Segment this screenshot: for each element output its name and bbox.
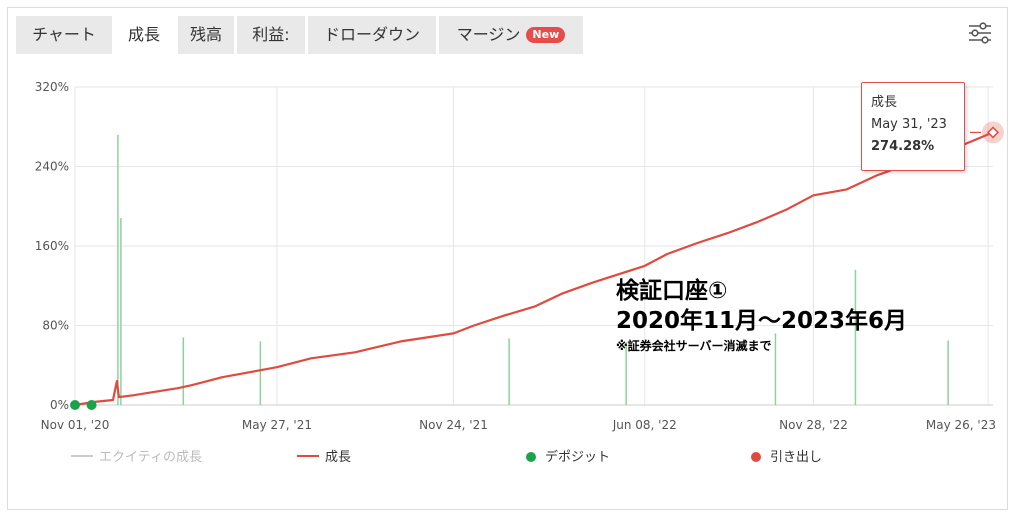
tab-margin[interactable]: マージン New bbox=[439, 16, 583, 54]
y-tick-label: 160% bbox=[35, 239, 69, 253]
legend-line-icon bbox=[71, 455, 93, 457]
legend-label: デポジット bbox=[545, 450, 611, 465]
y-tick-label: 240% bbox=[35, 160, 69, 174]
x-tick-label: May 27, '21 bbox=[242, 418, 312, 432]
tab-chart[interactable]: チャート bbox=[16, 16, 112, 54]
y-tick-label: 320% bbox=[35, 80, 69, 94]
new-badge: New bbox=[526, 27, 566, 43]
annotation-title: 検証口座① bbox=[616, 278, 728, 304]
legend-dot-icon bbox=[526, 452, 536, 462]
tab-drawdown[interactable]: ドローダウン bbox=[308, 16, 436, 54]
legend-label: 引き出し bbox=[770, 450, 823, 465]
tooltip-date: May 31, '23 bbox=[871, 117, 947, 132]
deposit-marker[interactable] bbox=[86, 400, 97, 410]
tooltip: 成長 May 31, '23 274.28% bbox=[861, 82, 965, 171]
legend-dot-icon bbox=[751, 452, 761, 462]
legend-equity-growth[interactable]: エクイティの成長 bbox=[71, 446, 202, 465]
tooltip-title: 成長 bbox=[871, 95, 898, 110]
chart-panel: チャート 成長 残高 利益: ドローダウン マージン New bbox=[7, 7, 1008, 510]
x-tick-label: Nov 24, '21 bbox=[419, 418, 488, 432]
legend-growth[interactable]: 成長 bbox=[297, 446, 352, 465]
legend-withdrawal[interactable]: 引き出し bbox=[751, 446, 823, 465]
annotation-note: ※証券会社サーバー消滅まで bbox=[616, 339, 772, 353]
tab-growth[interactable]: 成長 bbox=[112, 16, 176, 54]
tab-bar: チャート 成長 残高 利益: ドローダウン マージン New bbox=[8, 8, 1007, 54]
tooltip-value: 274.28% bbox=[871, 139, 935, 154]
legend-label: エクイティの成長 bbox=[99, 450, 202, 465]
growth-line bbox=[74, 131, 994, 407]
legend-label: 成長 bbox=[325, 450, 352, 465]
tab-margin-label: マージン bbox=[456, 25, 521, 44]
tab-balance[interactable]: 残高 bbox=[178, 16, 234, 54]
tab-profit[interactable]: 利益: bbox=[237, 16, 305, 54]
x-tick-label: Nov 01, '20 bbox=[41, 418, 110, 432]
y-tick-label: 0% bbox=[50, 398, 69, 412]
legend-deposit[interactable]: デポジット bbox=[526, 446, 611, 465]
annotation-period: 2020年11月～2023年6月 bbox=[616, 308, 908, 334]
x-tick-label: May 26, '23 bbox=[926, 418, 996, 432]
y-tick-label: 80% bbox=[42, 319, 69, 333]
legend-line-icon bbox=[297, 455, 319, 457]
hover-point[interactable] bbox=[986, 126, 1000, 139]
x-tick-label: Nov 28, '22 bbox=[779, 418, 848, 432]
x-tick-label: Jun 08, '22 bbox=[612, 418, 677, 432]
annotation: 検証口座① 2020年11月～2023年6月 ※証券会社サーバー消滅まで bbox=[616, 276, 907, 354]
sliders-icon[interactable] bbox=[967, 20, 993, 46]
deposit-marker[interactable] bbox=[70, 400, 80, 410]
